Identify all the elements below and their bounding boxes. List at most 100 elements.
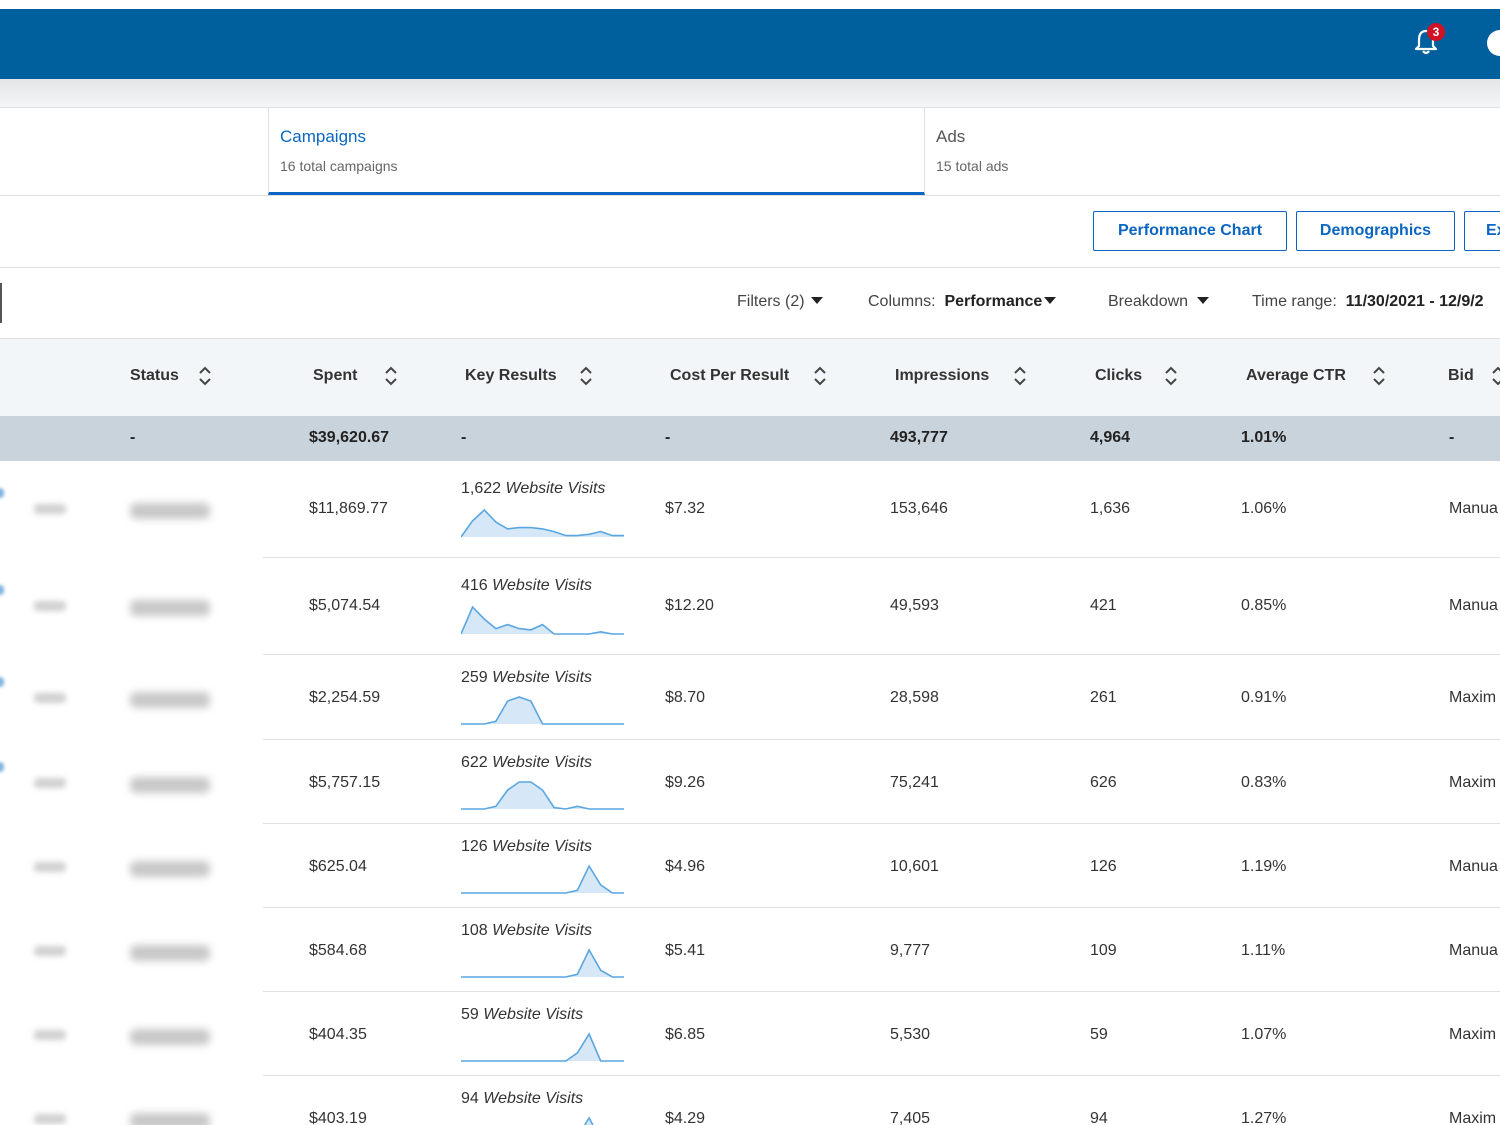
row-bid: Manua — [1449, 942, 1498, 959]
sort-icon[interactable] — [813, 365, 827, 387]
row-cost-per-result: $12.20 — [665, 597, 714, 614]
breakdown-dropdown[interactable]: Breakdown — [1108, 293, 1210, 311]
table-row[interactable]: $404.35 $6.85 5,530 59 1.07% Maxim 59 Website … — [0, 992, 1500, 1076]
tab-campaigns[interactable]: Campaigns 16 total campaigns — [268, 108, 925, 195]
action-bar: Performance Chart Demographics Ex — [0, 196, 1500, 268]
sort-icon[interactable] — [198, 365, 212, 387]
sparkline-line — [461, 508, 624, 538]
tab-campaigns-label: Campaigns — [280, 127, 366, 146]
table-row[interactable]: $2,254.59 $8.70 28,598 261 0.91% Maxim 259 Web… — [0, 655, 1500, 740]
campaign-id — [34, 1030, 66, 1040]
campaign-status — [130, 692, 210, 708]
row-average-ctr: 0.83% — [1241, 774, 1287, 791]
key-results-unit: Website Visits — [492, 922, 593, 939]
total-cost-per-result: - — [665, 429, 671, 446]
row-checkbox[interactable] — [0, 488, 4, 498]
column-header-bid[interactable]: Bid — [1448, 367, 1474, 384]
column-header-average-ctr[interactable]: Average CTR — [1246, 367, 1346, 384]
sort-icon[interactable] — [579, 365, 593, 387]
sparkline-area — [461, 510, 624, 537]
performance-chart-button[interactable]: Performance Chart — [1093, 211, 1287, 251]
columns-value: Performance — [944, 293, 1043, 310]
row-impressions: 7,405 — [890, 1110, 931, 1125]
table-row[interactable]: $5,074.54 $12.20 49,593 421 0.85% Manua 416 We… — [0, 558, 1500, 655]
campaign-id — [34, 693, 66, 703]
sort-icon[interactable] — [1164, 365, 1178, 387]
total-spent: $39,620.67 — [309, 429, 390, 446]
total-bid: - — [1449, 429, 1455, 446]
key-results-unit: Website Visits — [492, 838, 593, 855]
row-divider — [263, 654, 1500, 655]
campaign-status — [130, 861, 210, 877]
sparkline-area — [461, 1034, 624, 1061]
table-header: Status Spent Key Results Cost Per Result… — [0, 339, 1500, 416]
tab-ads[interactable]: Ads 15 total ads — [925, 108, 1500, 195]
sparkline-area — [461, 866, 624, 893]
row-bid: Manua — [1449, 597, 1498, 614]
filters-dropdown[interactable]: Filters (2) — [737, 293, 823, 311]
campaign-id — [34, 504, 66, 514]
tab-campaigns-count: 16 total campaigns — [280, 158, 398, 174]
column-header-clicks[interactable]: Clicks — [1095, 367, 1143, 384]
campaign-id — [34, 601, 66, 611]
row-impressions: 28,598 — [890, 689, 939, 706]
sort-icon[interactable] — [384, 365, 398, 387]
row-clicks: 421 — [1090, 597, 1117, 614]
demographics-button[interactable]: Demographics — [1296, 211, 1455, 251]
column-header-key-results[interactable]: Key Results — [465, 367, 557, 384]
sparkline-area — [461, 782, 624, 809]
row-bid: Manua — [1449, 858, 1498, 875]
account-menu-icon[interactable] — [1487, 30, 1500, 56]
row-clicks: 626 — [1090, 774, 1117, 791]
chevron-down-icon — [1044, 296, 1057, 304]
table-row[interactable]: $625.04 $4.96 10,601 126 1.19% Manua 126 Websi… — [0, 824, 1500, 908]
sparkline-line — [461, 864, 624, 894]
table-row[interactable]: $5,757.15 $9.26 75,241 626 0.83% Maxim 622 Web… — [0, 740, 1500, 824]
key-results-sparkline — [461, 1032, 624, 1062]
tab-ads-count: 15 total ads — [936, 158, 1009, 174]
key-results-unit: Website Visits — [492, 754, 593, 771]
time-range-value: 11/30/2021 - 12/9/2 — [1345, 293, 1484, 310]
columns-dropdown[interactable]: Columns: Performance — [868, 293, 1057, 311]
table-row[interactable]: $11,869.77 $7.32 153,646 1,636 1.06% Manua 1,6… — [0, 461, 1500, 558]
sparkline-line — [583, 1116, 594, 1125]
column-header-spent[interactable]: Spent — [313, 367, 358, 384]
row-key-results: 416 Website Visits — [461, 577, 592, 595]
breakdown-label: Breakdown — [1108, 293, 1189, 310]
sort-icon[interactable] — [1491, 365, 1500, 387]
row-average-ctr: 1.27% — [1241, 1110, 1287, 1125]
search-input[interactable] — [0, 283, 2, 323]
row-spent: $2,254.59 — [309, 689, 381, 706]
row-clicks: 109 — [1090, 942, 1117, 959]
sort-icon[interactable] — [1372, 365, 1386, 387]
export-button[interactable]: Ex — [1464, 211, 1500, 251]
row-checkbox[interactable] — [0, 677, 4, 687]
campaign-id — [34, 1114, 66, 1124]
key-results-sparkline — [461, 948, 624, 978]
time-range-picker[interactable]: Time range: 11/30/2021 - 12/9/2 — [1252, 293, 1484, 311]
tab-ads-label: Ads — [936, 127, 966, 146]
row-clicks: 126 — [1090, 858, 1117, 875]
column-header-cost-per-result[interactable]: Cost Per Result — [670, 367, 790, 384]
row-clicks: 1,636 — [1090, 500, 1131, 517]
row-average-ctr: 1.07% — [1241, 1026, 1287, 1043]
column-header-impressions[interactable]: Impressions — [895, 367, 990, 384]
sparkline-area — [461, 697, 624, 724]
key-results-sparkline — [461, 696, 624, 725]
row-impressions: 9,777 — [890, 942, 931, 959]
key-results-count: 259 — [461, 669, 488, 686]
row-checkbox[interactable] — [0, 585, 4, 595]
row-bid: Maxim — [1449, 1110, 1497, 1125]
row-cost-per-result: $7.32 — [665, 500, 706, 517]
column-header-status[interactable]: Status — [130, 367, 179, 384]
row-impressions: 10,601 — [890, 858, 939, 875]
table-row[interactable]: $584.68 $5.41 9,777 109 1.11% Manua 108 Websit… — [0, 908, 1500, 992]
table-row[interactable]: $403.19 $4.29 7,405 94 1.27% Maxim 94 Website … — [0, 1076, 1500, 1125]
row-checkbox[interactable] — [0, 762, 4, 772]
key-results-count: 622 — [461, 754, 488, 771]
columns-label: Columns: — [868, 293, 936, 310]
sort-icon[interactable] — [1013, 365, 1027, 387]
filters-label: Filters (2) — [737, 293, 805, 310]
filter-bar: Filters (2) Columns: Performance Breakdo… — [0, 268, 1500, 339]
row-average-ctr: 0.85% — [1241, 597, 1287, 614]
